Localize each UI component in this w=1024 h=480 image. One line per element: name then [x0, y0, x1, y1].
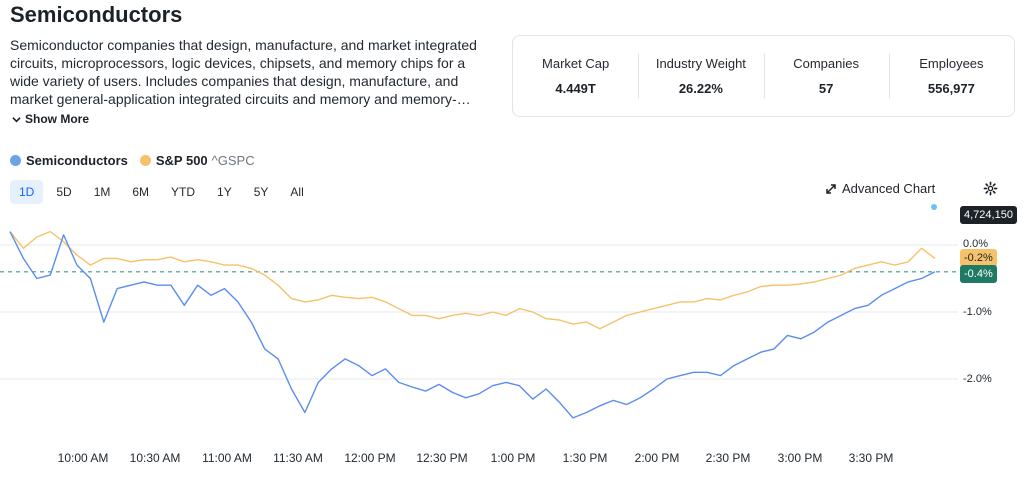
stat-label: Industry Weight: [655, 56, 746, 71]
legend-item-semiconductors[interactable]: Semiconductors: [10, 153, 128, 168]
stat-companies: Companies 57: [763, 36, 889, 116]
sp500-series-line: [9, 230, 936, 330]
show-more-label: Show More: [25, 112, 90, 126]
advanced-chart-label: Advanced Chart: [842, 181, 936, 196]
range-6m[interactable]: 6M: [132, 185, 150, 199]
stat-value: 4.449T: [555, 81, 596, 96]
expand-icon: [826, 183, 836, 194]
semis-change-badge: -0.4%: [960, 265, 997, 283]
stat-value: 556,977: [927, 81, 975, 96]
legend-label: Semiconductors: [26, 153, 128, 168]
y-tick-label: -2.0%: [963, 373, 992, 385]
gear-icon[interactable]: [983, 181, 998, 196]
sp500-change-badge: -0.2%: [960, 249, 997, 267]
x-tick-label: 1:30 PM: [562, 451, 608, 465]
price-chart[interactable]: [0, 200, 960, 450]
range-1y[interactable]: 1Y: [217, 185, 232, 199]
range-all[interactable]: All: [290, 185, 304, 199]
chart-legend: Semiconductors S&P 500 ^GSPC: [10, 153, 267, 168]
stat-label: Market Cap: [542, 56, 610, 71]
stat-label: Companies: [793, 56, 859, 71]
legend-item-sp500[interactable]: S&P 500 ^GSPC: [139, 153, 255, 168]
stat-label: Employees: [919, 56, 984, 71]
chevron-down-icon: [12, 116, 21, 122]
page-title: Semiconductors: [10, 2, 183, 27]
y-tick-label: 0.0%: [963, 238, 989, 250]
stat-industry-weight: Industry Weight 26.22%: [638, 36, 763, 116]
x-tick-label: 3:30 PM: [848, 451, 894, 465]
x-tick-label: 2:30 PM: [705, 451, 751, 465]
last-price-dot: [931, 204, 937, 210]
stat-market-cap: Market Cap 4.449T: [513, 36, 638, 116]
x-tick-label: 10:30 AM: [129, 451, 181, 465]
range-selector: 1D 5D 1M 6M YTD 1Y 5Y All: [10, 180, 313, 204]
semiconductors-series-line: [9, 231, 936, 419]
legend-ticker: ^GSPC: [211, 153, 255, 168]
advanced-chart-button[interactable]: Advanced Chart: [825, 181, 935, 196]
stats-panel: Market Cap 4.449T Industry Weight 26.22%…: [512, 35, 1015, 117]
legend-label: S&P 500: [155, 153, 208, 168]
sector-description: Semiconductor companies that design, man…: [10, 37, 477, 107]
legend-dot: [139, 155, 151, 166]
y-tick-label: -1.0%: [963, 306, 992, 318]
range-1m[interactable]: 1M: [93, 185, 111, 199]
stat-value: 57: [818, 81, 834, 96]
x-tick-label: 11:30 AM: [273, 451, 323, 465]
range-5y[interactable]: 5Y: [253, 185, 269, 199]
show-more-button[interactable]: Show More: [12, 112, 89, 126]
x-tick-label: 10:00 AM: [57, 451, 109, 465]
range-5d[interactable]: 5D: [56, 185, 72, 199]
x-tick-label: 12:00 PM: [344, 451, 396, 465]
x-tick-label: 3:00 PM: [777, 451, 823, 465]
legend-dot: [10, 155, 21, 166]
range-ytd[interactable]: YTD: [171, 185, 196, 199]
x-tick-label: 1:00 PM: [490, 451, 536, 465]
stat-employees: Employees 556,977: [888, 36, 1014, 116]
x-tick-label: 2:00 PM: [634, 451, 680, 465]
x-tick-label: 12:30 PM: [416, 451, 468, 465]
range-1d[interactable]: 1D: [10, 180, 44, 204]
current-price-badge: 4,724,150: [960, 206, 1017, 224]
stat-value: 26.22%: [678, 81, 723, 96]
x-tick-label: 11:00 AM: [202, 451, 252, 465]
